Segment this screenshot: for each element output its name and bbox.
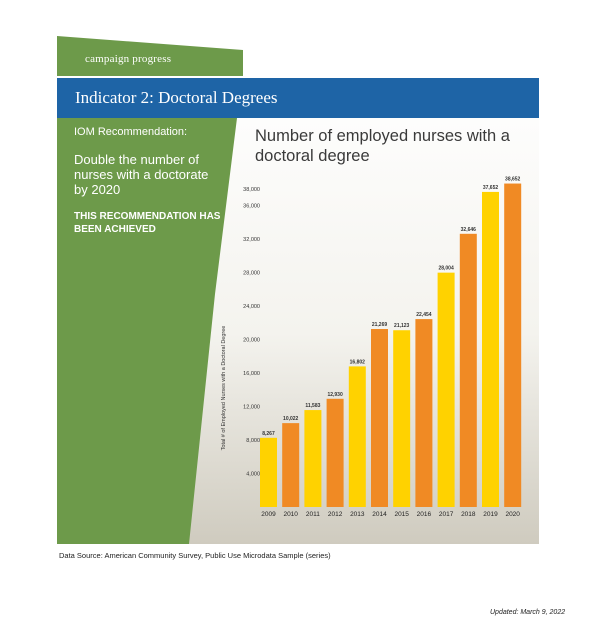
data-label-2010: 10,022 xyxy=(283,416,299,422)
y-tick-label: 4,000 xyxy=(246,472,260,478)
bar-2011 xyxy=(304,410,322,507)
data-label-2012: 12,930 xyxy=(327,392,343,398)
bar-chart: 4,000 8,000 12,000 16,000 20,000 24,000 28,000… xyxy=(221,177,522,518)
data-label-2020: 38,652 xyxy=(505,177,521,183)
bar-2017 xyxy=(437,272,455,507)
indicator-title: Indicator 2: Doctoral Degrees xyxy=(75,88,278,107)
x-tick-label: 2011 xyxy=(306,511,320,518)
data-label-2011: 11,583 xyxy=(305,403,320,409)
bar-2012 xyxy=(326,398,344,507)
y-tick-label: 12,000 xyxy=(243,405,260,411)
x-tick-label: 2017 xyxy=(439,511,454,518)
card-background: 4,000 8,000 12,000 16,000 20,000 24,000 28,000… xyxy=(57,36,539,544)
bar-2010 xyxy=(282,423,300,507)
x-tick-label: 2010 xyxy=(283,511,298,518)
indicator-card: 4,000 8,000 12,000 16,000 20,000 24,000 28,000… xyxy=(57,36,539,544)
x-tick-label: 2019 xyxy=(483,511,498,518)
header-bar xyxy=(57,78,539,118)
y-tick-label: 32,000 xyxy=(243,237,260,243)
x-tick-label: 2012 xyxy=(328,511,343,518)
bar-2016 xyxy=(415,319,433,507)
data-label-2014: 21,269 xyxy=(372,322,388,328)
bar-2018 xyxy=(459,233,477,508)
data-label-2009: 8,267 xyxy=(262,431,275,437)
y-tick-label: 8,000 xyxy=(246,438,260,444)
x-tick-label: 2009 xyxy=(261,511,276,518)
bar-2013 xyxy=(348,366,366,507)
recommendation-label: IOM Recommendation: xyxy=(74,126,188,138)
bar-2019 xyxy=(482,191,499,507)
bar-2015 xyxy=(393,330,411,507)
data-label-2013: 16,802 xyxy=(350,359,366,365)
data-label-2019: 37,652 xyxy=(483,185,499,191)
x-tick-label: 2018 xyxy=(461,511,476,518)
campaign-tag: campaign progress xyxy=(85,53,172,65)
recommendation-status: THIS RECOMMENDATION HAS BEEN ACHIEVED xyxy=(74,211,221,235)
bar-2009 xyxy=(260,437,277,507)
x-tick-label: 2013 xyxy=(350,511,365,518)
bar-2014 xyxy=(371,329,388,507)
x-tick-label: 2014 xyxy=(372,511,387,518)
y-axis-label: Total # of Employed Nurses with a Doctor… xyxy=(221,326,227,451)
chart-title: Number of employed nurses with a doctora… xyxy=(255,127,510,165)
recommendation-text: Double the number of nurses with a docto… xyxy=(74,152,209,197)
data-label-2017: 28,004 xyxy=(438,266,454,272)
data-label-2015: 21,123 xyxy=(394,323,410,329)
y-tick-label: 38,000 xyxy=(243,187,260,193)
y-tick-label: 28,000 xyxy=(243,271,260,277)
y-tick-label: 24,000 xyxy=(243,304,260,310)
x-tick-label: 2016 xyxy=(417,511,432,518)
y-tick-label: 16,000 xyxy=(243,371,260,377)
bar-2020 xyxy=(504,183,522,507)
data-source: Data Source: American Community Survey, … xyxy=(59,551,331,560)
x-tick-label: 2020 xyxy=(505,511,520,518)
updated-date: Updated: March 9, 2022 xyxy=(490,609,566,616)
x-tick-label: 2015 xyxy=(394,511,409,518)
campaign-tab xyxy=(57,36,243,76)
data-label-2018: 32,646 xyxy=(461,227,477,233)
y-tick-label: 20,000 xyxy=(243,338,260,344)
data-label-2016: 22,454 xyxy=(416,312,432,318)
y-tick-label: 36,000 xyxy=(243,204,260,210)
recommendation-panel xyxy=(57,118,237,544)
